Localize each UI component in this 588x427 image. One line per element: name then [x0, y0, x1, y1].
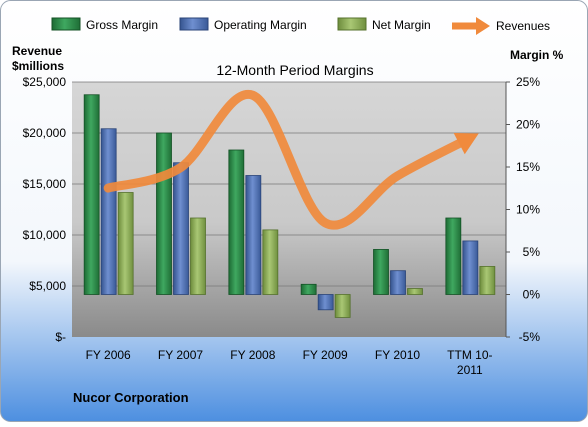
bar-operating-margin — [462, 240, 479, 295]
x-tick-label: FY 2006 — [86, 348, 131, 362]
left-axis-ticks: $25,000 $20,000 $15,000 $10,000 $5,000 $- — [23, 75, 67, 344]
x-tick-label: FY 2010 — [375, 348, 420, 362]
left-tick-label: $- — [55, 330, 66, 344]
left-tick-label: $20,000 — [23, 126, 67, 140]
legend-swatch — [179, 17, 209, 31]
x-tick-label: FY 2008 — [230, 348, 275, 362]
bar-net-margin — [190, 217, 206, 295]
bar-net-margin — [117, 192, 134, 295]
legend-arrow-swatch — [476, 17, 490, 35]
right-tick-label: -5% — [519, 330, 541, 344]
bar-net-margin — [407, 288, 423, 295]
x-tick-label: 2011 — [457, 363, 483, 377]
right-tick-label: 20% — [516, 118, 540, 132]
legend-swatch — [51, 17, 81, 31]
company-name: Nucor Corporation — [73, 390, 189, 405]
bar-gross-margin — [300, 283, 317, 295]
legend-label: Revenues — [496, 19, 550, 33]
bar-net-margin — [334, 294, 351, 318]
bar-operating-margin — [317, 294, 334, 311]
x-tick-label: TTM 10- — [447, 348, 492, 362]
legend-swatch — [337, 17, 367, 31]
right-axis-ticks: 25% 20% 15% 10% 5% 0% -5% — [505, 75, 541, 344]
right-tick-label: 15% — [516, 160, 540, 174]
right-axis-label: Margin % — [510, 48, 564, 62]
revenue-line-layer — [103, 89, 479, 230]
bar-operating-margin — [100, 128, 117, 295]
bar-gross-margin — [228, 149, 245, 295]
legend-label: Operating Margin — [214, 18, 307, 32]
plot-area — [72, 82, 506, 337]
left-tick-label: $15,000 — [23, 177, 67, 191]
left-tick-label: $5,000 — [29, 279, 66, 293]
legend: Gross Margin Operating Margin Net Margin Re… — [51, 17, 550, 35]
x-axis-ticks: FY 2006 FY 2007 FY 2008 FY 2009 FY 2010 TTM 1… — [86, 348, 493, 377]
bar-operating-margin — [173, 162, 189, 295]
left-tick-label: $25,000 — [23, 75, 67, 89]
right-tick-label: 5% — [523, 245, 541, 259]
left-axis-label-line2: $millions — [12, 59, 64, 73]
revenue-line — [103, 89, 475, 230]
legend-label: Gross Margin — [86, 18, 158, 32]
revenue-arrowhead — [453, 133, 479, 155]
x-tick-label: FY 2007 — [158, 348, 203, 362]
bar-gross-margin — [156, 132, 172, 295]
bar-gross-margin — [445, 217, 462, 295]
bar-gross-margin — [83, 94, 100, 295]
bar-operating-margin — [390, 270, 406, 295]
left-tick-label: $10,000 — [23, 228, 67, 242]
legend-label: Net Margin — [372, 18, 431, 32]
left-axis-label-line1: Revenue — [12, 44, 62, 58]
right-tick-label: 25% — [516, 75, 540, 89]
chart-title: 12-Month Period Margins — [216, 62, 373, 78]
bar-gross-margin — [373, 249, 389, 295]
bar-operating-margin — [245, 175, 262, 295]
x-tick-label: FY 2009 — [303, 348, 348, 362]
bar-net-margin — [479, 266, 496, 295]
bars — [83, 94, 496, 318]
right-tick-label: 0% — [523, 288, 541, 302]
bar-net-margin — [262, 229, 279, 295]
right-tick-label: 10% — [516, 203, 540, 217]
